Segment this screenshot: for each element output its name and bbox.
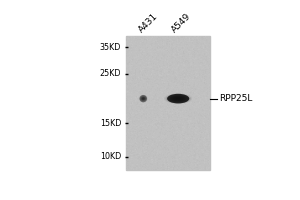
Text: 10KD: 10KD: [100, 152, 121, 161]
Ellipse shape: [139, 95, 148, 102]
Ellipse shape: [140, 95, 147, 102]
Ellipse shape: [140, 96, 147, 101]
Ellipse shape: [140, 96, 146, 101]
Text: 15KD: 15KD: [100, 119, 121, 128]
Ellipse shape: [167, 94, 189, 103]
Ellipse shape: [171, 96, 185, 101]
Ellipse shape: [164, 93, 192, 104]
Text: RPP25L: RPP25L: [219, 94, 252, 103]
Ellipse shape: [175, 97, 181, 100]
Text: A431: A431: [137, 12, 160, 35]
Ellipse shape: [142, 97, 145, 100]
Ellipse shape: [165, 94, 191, 103]
Text: 35KD: 35KD: [100, 43, 121, 52]
Ellipse shape: [141, 97, 146, 101]
Ellipse shape: [142, 98, 144, 100]
Ellipse shape: [168, 95, 188, 102]
Ellipse shape: [167, 94, 190, 103]
Ellipse shape: [169, 95, 187, 102]
Text: 25KD: 25KD: [100, 69, 121, 78]
Ellipse shape: [174, 97, 183, 100]
Ellipse shape: [141, 97, 145, 100]
Ellipse shape: [140, 95, 147, 102]
Ellipse shape: [172, 96, 184, 101]
Text: A549: A549: [169, 12, 192, 35]
Bar: [126, 36, 210, 170]
